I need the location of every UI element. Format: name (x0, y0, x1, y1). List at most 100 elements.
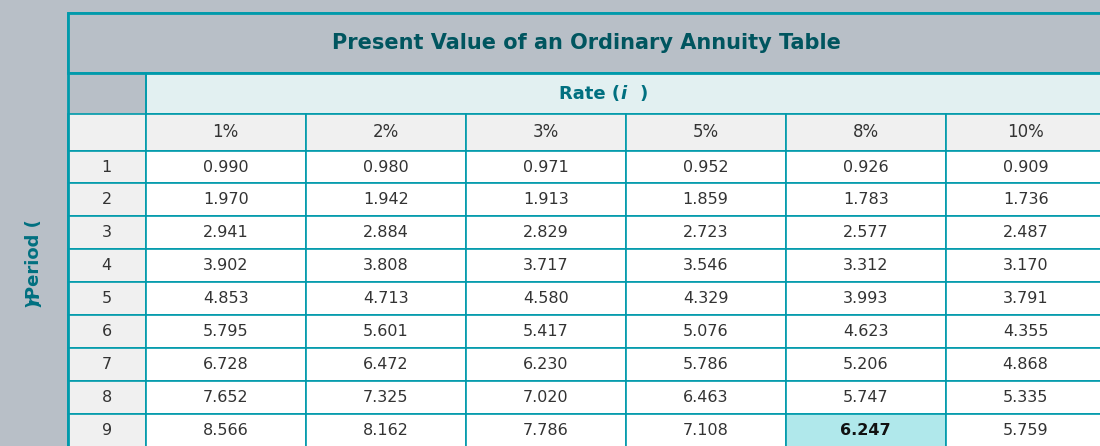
Text: 0.952: 0.952 (683, 160, 728, 174)
Text: 6: 6 (101, 324, 112, 339)
Bar (68, 413, 145, 446)
Bar (68, 216, 145, 249)
Bar (946, 348, 1100, 381)
Bar (946, 249, 1100, 282)
Bar (68, 114, 145, 151)
Bar (145, 348, 306, 381)
Text: 0.909: 0.909 (1003, 160, 1048, 174)
Bar (145, 183, 306, 216)
Text: Present Value of an Ordinary Annuity Table: Present Value of an Ordinary Annuity Tab… (332, 33, 842, 54)
Bar (306, 381, 465, 413)
Text: 3.546: 3.546 (683, 258, 728, 273)
Bar (145, 216, 306, 249)
Text: 3%: 3% (532, 124, 559, 141)
Text: 7.108: 7.108 (683, 422, 728, 438)
Text: 1%: 1% (212, 124, 239, 141)
Text: 4.355: 4.355 (1003, 324, 1048, 339)
Bar (68, 315, 145, 348)
Text: 6.463: 6.463 (683, 390, 728, 405)
Bar (306, 282, 465, 315)
Bar (306, 183, 465, 216)
Bar (68, 183, 145, 216)
Text: 4.580: 4.580 (522, 291, 569, 306)
Text: 2%: 2% (373, 124, 399, 141)
Text: 3: 3 (102, 225, 112, 240)
Bar (626, 249, 785, 282)
Text: 4.623: 4.623 (843, 324, 889, 339)
Bar (785, 348, 946, 381)
Text: 4.868: 4.868 (1003, 357, 1048, 372)
Text: 4.853: 4.853 (202, 291, 249, 306)
Bar (465, 249, 626, 282)
Text: 3.902: 3.902 (202, 258, 249, 273)
Text: 0.990: 0.990 (202, 160, 249, 174)
Text: 5.206: 5.206 (843, 357, 889, 372)
Text: 5.759: 5.759 (1003, 422, 1048, 438)
Bar (465, 381, 626, 413)
Bar (785, 249, 946, 282)
Text: 0.971: 0.971 (522, 160, 569, 174)
Bar (306, 315, 465, 348)
Text: Period (: Period ( (25, 219, 43, 298)
Bar (465, 315, 626, 348)
Text: 1: 1 (101, 160, 112, 174)
Text: 6.230: 6.230 (522, 357, 569, 372)
Bar (306, 151, 465, 183)
Text: 5.786: 5.786 (683, 357, 728, 372)
Bar (946, 381, 1100, 413)
Text: 6.728: 6.728 (202, 357, 249, 372)
Bar (465, 216, 626, 249)
Text: i: i (620, 85, 626, 103)
Text: 8.566: 8.566 (202, 422, 249, 438)
Text: 6.247: 6.247 (840, 422, 891, 438)
Bar (785, 151, 946, 183)
Text: 1.913: 1.913 (522, 192, 569, 207)
Text: 3.312: 3.312 (843, 258, 889, 273)
Bar (145, 151, 306, 183)
Text: 2.577: 2.577 (843, 225, 889, 240)
Text: 6.472: 6.472 (363, 357, 408, 372)
Text: 7.652: 7.652 (202, 390, 249, 405)
Bar (465, 348, 626, 381)
Bar (946, 282, 1100, 315)
Bar (306, 114, 465, 151)
Text: 2.487: 2.487 (1003, 225, 1048, 240)
Bar (465, 151, 626, 183)
Bar (306, 348, 465, 381)
Bar (626, 413, 785, 446)
Text: 4: 4 (101, 258, 112, 273)
Text: 8%: 8% (852, 124, 879, 141)
Text: 7.786: 7.786 (522, 422, 569, 438)
Bar (785, 216, 946, 249)
Text: 1.859: 1.859 (683, 192, 728, 207)
Text: 3.170: 3.170 (1003, 258, 1048, 273)
Text: 3.791: 3.791 (1003, 291, 1048, 306)
Text: 5: 5 (101, 291, 112, 306)
Bar (465, 114, 626, 151)
Bar (306, 216, 465, 249)
Bar (145, 114, 306, 151)
Bar (626, 381, 785, 413)
Text: 3.717: 3.717 (522, 258, 569, 273)
Bar (465, 413, 626, 446)
Text: 5.335: 5.335 (1003, 390, 1048, 405)
Bar (145, 282, 306, 315)
Bar (626, 216, 785, 249)
Bar (626, 282, 785, 315)
Text: 5.747: 5.747 (843, 390, 889, 405)
Bar (946, 216, 1100, 249)
Text: 5.076: 5.076 (683, 324, 728, 339)
Bar (946, 151, 1100, 183)
Text: 2.723: 2.723 (683, 225, 728, 240)
Text: ): ) (25, 298, 43, 307)
Bar (785, 114, 946, 151)
Text: 0.980: 0.980 (363, 160, 408, 174)
Text: 9: 9 (101, 422, 112, 438)
Bar (946, 114, 1100, 151)
Text: 2.884: 2.884 (363, 225, 408, 240)
Bar (626, 183, 785, 216)
Text: 3.993: 3.993 (843, 291, 889, 306)
Bar (306, 249, 465, 282)
Text: 10%: 10% (1008, 124, 1044, 141)
Bar (946, 183, 1100, 216)
